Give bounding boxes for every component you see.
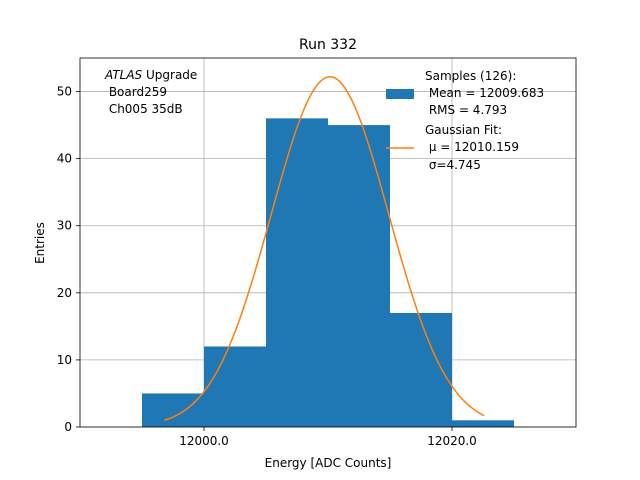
x-axis-label: Energy [ADC Counts]: [265, 456, 392, 470]
annotation-channel: Ch005 35dB: [105, 102, 183, 116]
annotation-board: Board259: [105, 85, 167, 99]
upgrade-label: Upgrade: [142, 68, 197, 82]
legend-samples-mean: Mean = 12009.683: [425, 86, 544, 100]
y-tick-label: 50: [57, 85, 72, 99]
gaussian-fit-curve: [164, 76, 485, 422]
x-tick-label: 12000.0: [179, 434, 229, 448]
y-tick-label: 10: [57, 353, 72, 367]
run-annotation: ATLAS Upgrade Board259 Ch005 35dB: [104, 68, 197, 116]
histogram-bar: [452, 420, 514, 427]
histogram-bar: [204, 346, 266, 427]
y-axis-label: Entries: [33, 222, 47, 264]
x-tick-label: 12020.0: [427, 434, 477, 448]
atlas-label: ATLAS: [104, 68, 143, 82]
legend: Samples (126): Mean = 12009.683 RMS = 4.…: [386, 69, 544, 172]
y-tick-label: 20: [57, 286, 72, 300]
plot-frame: [79, 57, 577, 428]
axis-ticks: 12000.0 12020.0 0 10 20 30 40 50: [57, 85, 477, 448]
legend-fit-mu: μ = 12010.159: [425, 140, 519, 154]
y-tick-label: 40: [57, 152, 72, 166]
legend-samples-title: Samples (126):: [425, 69, 516, 83]
histogram-bars: [142, 118, 514, 427]
legend-samples-swatch: [386, 89, 414, 99]
annotation-line-1: ATLAS Upgrade: [104, 68, 197, 82]
legend-fit-sigma: σ=4.745: [425, 158, 481, 172]
histogram-bar: [328, 125, 390, 427]
legend-samples-rms: RMS = 4.793: [425, 103, 507, 117]
legend-fit-title: Gaussian Fit:: [425, 123, 502, 137]
histogram-bar: [142, 393, 204, 427]
chart-title: Run 332: [299, 37, 357, 53]
y-tick-label: 30: [57, 219, 72, 233]
histogram-bar: [266, 118, 328, 427]
y-tick-label: 0: [64, 420, 72, 434]
